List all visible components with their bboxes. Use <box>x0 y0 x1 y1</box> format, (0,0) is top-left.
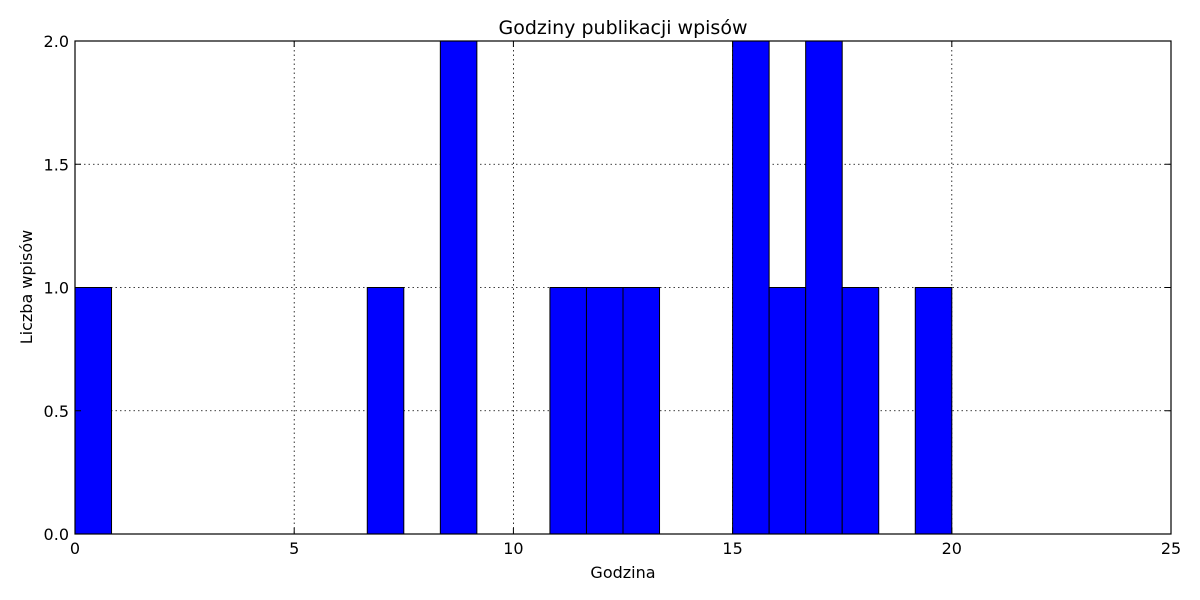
x-tick-label: 10 <box>503 539 523 558</box>
y-tick-label: 0.0 <box>44 525 69 544</box>
chart-title: Godziny publikacji wpisów <box>498 17 747 39</box>
y-tick-label: 1.0 <box>44 279 69 298</box>
histogram-bar <box>732 40 770 535</box>
histogram-bar <box>768 287 807 535</box>
histogram-bar <box>366 287 405 535</box>
histogram-bar <box>74 287 113 535</box>
histogram-bar <box>585 287 624 535</box>
ticks: 0 5 10 15 20 25 0.0 0.5 1.0 1.5 2.0 <box>44 32 1182 558</box>
y-tick-label: 1.5 <box>44 155 69 174</box>
histogram-bar <box>549 287 587 535</box>
histogram-bar <box>439 40 478 535</box>
y-axis-label: Liczba wpisów <box>17 230 36 345</box>
histogram-bar <box>622 287 661 535</box>
histogram-bar <box>914 287 953 535</box>
x-tick-label: 5 <box>289 539 299 558</box>
x-tick-label: 20 <box>942 539 962 558</box>
x-axis-label: Godzina <box>590 563 655 582</box>
x-tick-label: 15 <box>722 539 742 558</box>
x-tick-label: 25 <box>1161 539 1181 558</box>
x-tick-label: 0 <box>70 539 80 558</box>
y-tick-label: 2.0 <box>44 32 69 51</box>
y-tick-label: 0.5 <box>44 402 69 421</box>
histogram-bar <box>805 40 843 535</box>
histogram-bar <box>841 287 880 535</box>
